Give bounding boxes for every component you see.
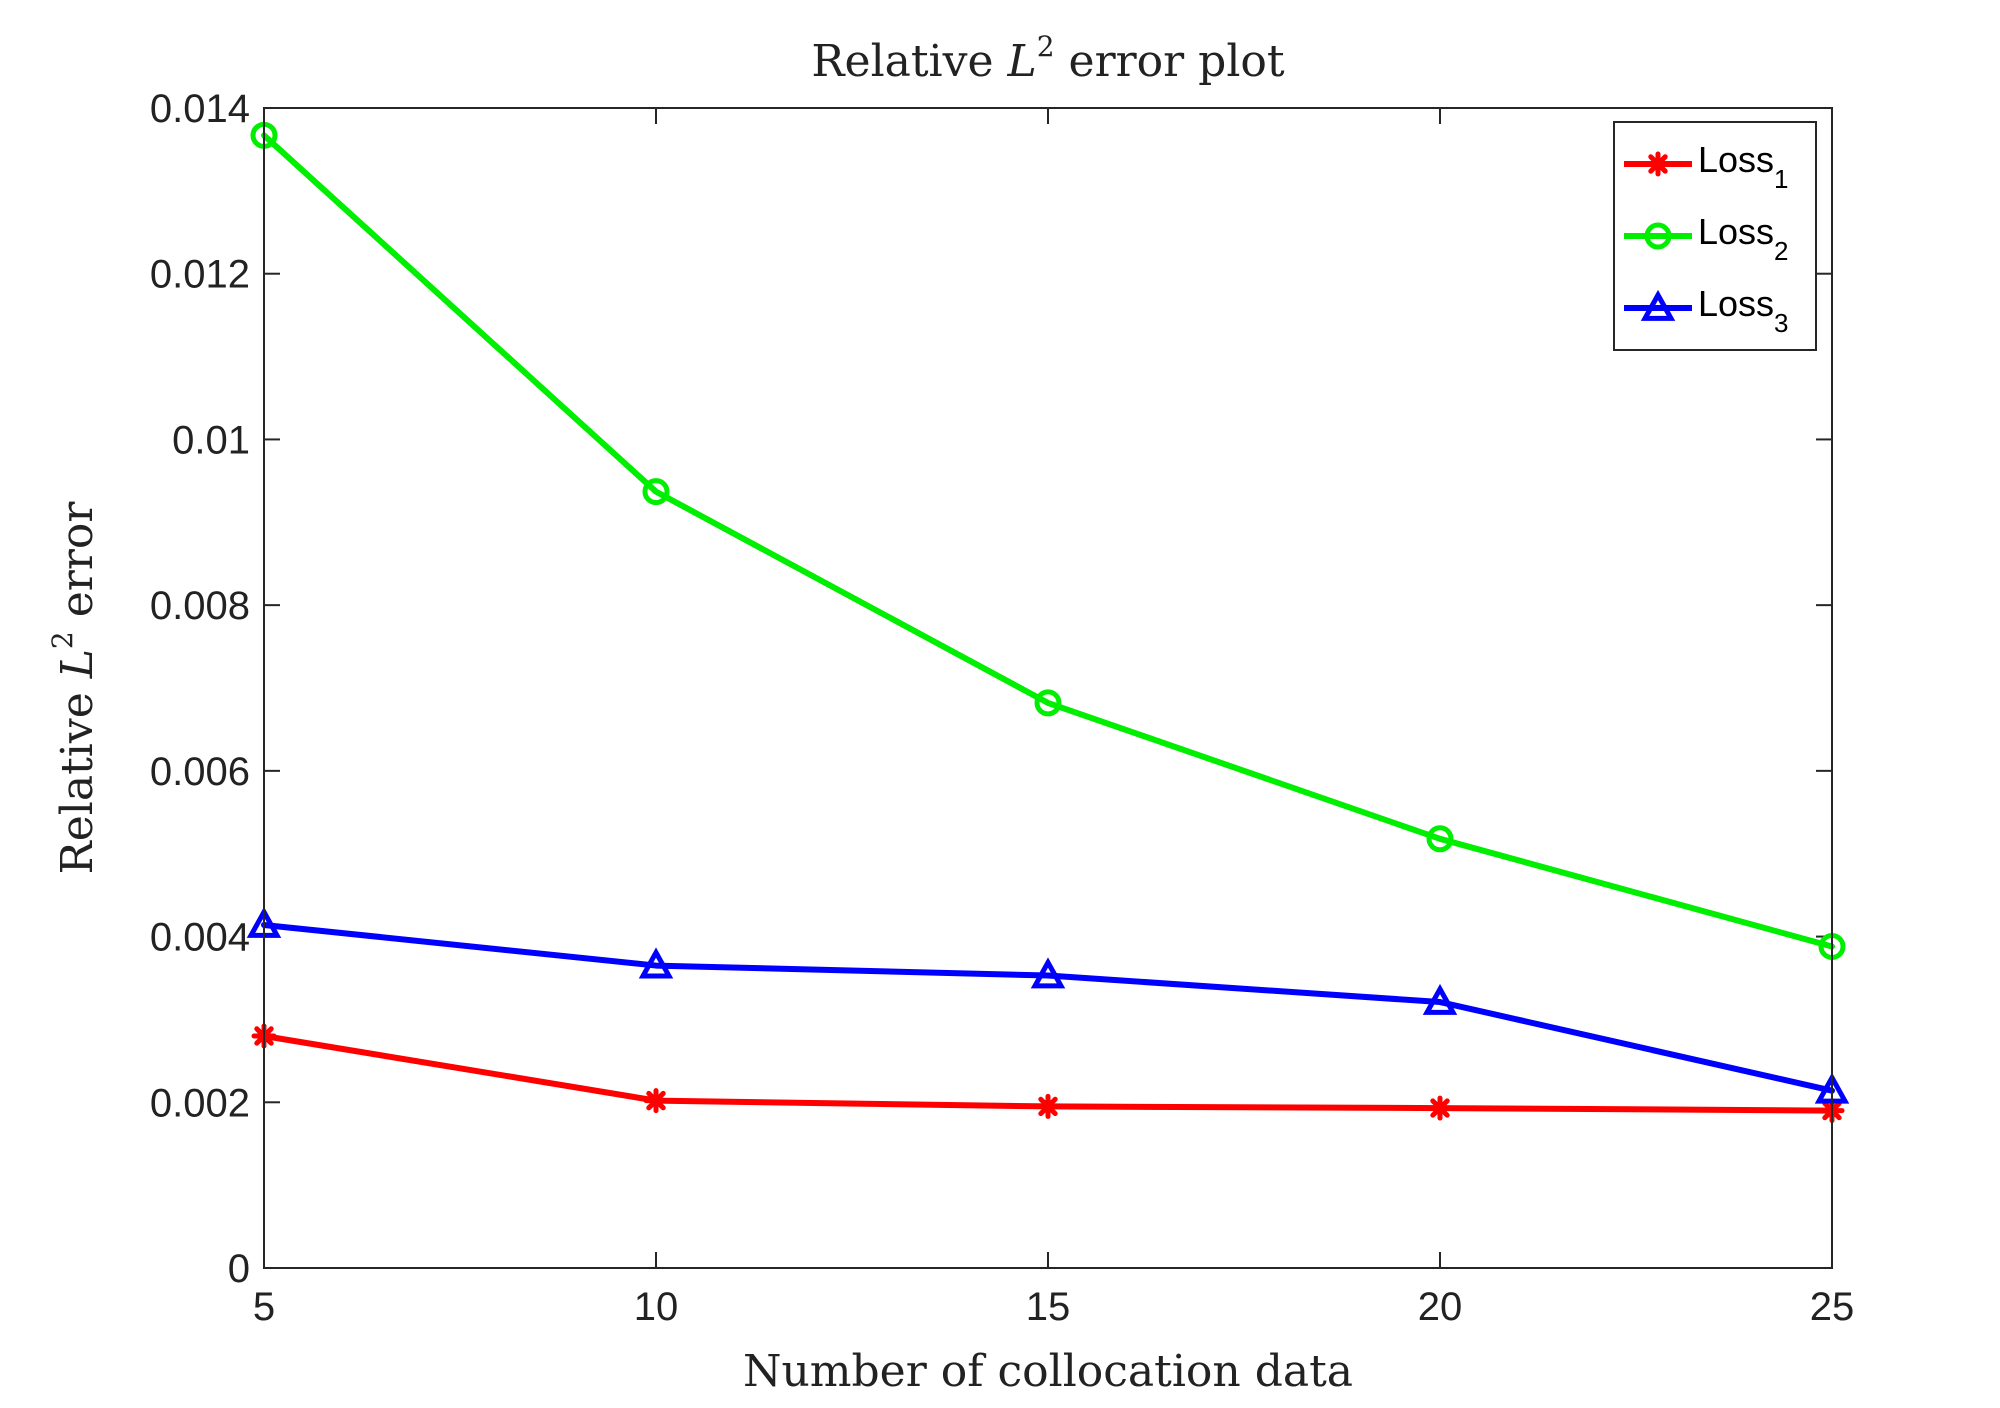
legend-entry-loss-3: Loss3 bbox=[1624, 283, 1789, 338]
series-line bbox=[261, 132, 1835, 950]
data-point-circle bbox=[1034, 689, 1062, 717]
y-tick-label: 0.01 bbox=[172, 418, 250, 462]
data-point-asterisk bbox=[643, 1088, 669, 1114]
series-loss-2 bbox=[250, 121, 1846, 961]
x-tick-label: 10 bbox=[634, 1285, 679, 1329]
data-point-asterisk bbox=[1427, 1095, 1453, 1121]
data-point-triangle bbox=[1640, 289, 1676, 321]
y-axis-label-suffix: error bbox=[52, 501, 103, 632]
data-point-triangle bbox=[638, 947, 674, 979]
legend-label: Loss2 bbox=[1698, 211, 1789, 266]
x-axis-label: Number of collocation data bbox=[743, 1346, 1353, 1397]
y-tick-label: 0.008 bbox=[150, 584, 250, 628]
legend-entry-loss-1: Loss1 bbox=[1624, 139, 1789, 194]
data-point-circle bbox=[1426, 825, 1454, 853]
legend-entry-loss-2: Loss2 bbox=[1624, 211, 1789, 266]
x-tick-label: 25 bbox=[1810, 1285, 1855, 1329]
x-tick-labels: 5 10 15 20 25 bbox=[253, 1285, 1854, 1329]
y-axis-label-superscript: 2 bbox=[46, 631, 79, 649]
y-tick-label: 0.004 bbox=[150, 916, 250, 960]
chart-title-variable: L bbox=[1007, 36, 1037, 87]
y-tick-label: 0.012 bbox=[150, 253, 250, 297]
y-tick-label: 0.014 bbox=[150, 87, 250, 131]
data-point-triangle bbox=[1030, 957, 1066, 989]
y-axis-label-prefix: Relative bbox=[52, 678, 103, 874]
data-point-circle bbox=[1644, 222, 1672, 250]
chart-title: Relative L2 error plot bbox=[811, 30, 1284, 87]
y-tick-label: 0 bbox=[228, 1247, 250, 1291]
series-layer bbox=[246, 121, 1850, 1124]
legend-label: Loss3 bbox=[1698, 283, 1789, 338]
y-tick-label: 0.002 bbox=[150, 1081, 250, 1125]
chart-title-suffix: error plot bbox=[1055, 36, 1285, 87]
data-point-asterisk bbox=[1645, 151, 1671, 177]
chart-title-prefix: Relative bbox=[811, 36, 1007, 87]
plot-area bbox=[264, 108, 1832, 1268]
y-tick-label: 0.006 bbox=[150, 750, 250, 794]
chart-title-superscript: 2 bbox=[1037, 30, 1055, 63]
data-point-circle bbox=[642, 478, 670, 506]
x-tick-label: 20 bbox=[1418, 1285, 1463, 1329]
data-point-asterisk bbox=[1035, 1093, 1061, 1119]
y-tick-labels: 0 0.002 0.004 0.006 0.008 0.01 0.012 0.014 bbox=[150, 87, 250, 1291]
series-loss-3 bbox=[246, 906, 1850, 1104]
legend-label: Loss1 bbox=[1698, 139, 1789, 194]
y-axis-label: Relative L2 error bbox=[46, 501, 103, 875]
series-line bbox=[261, 921, 1835, 1094]
legend: Loss1 Loss2 Loss3 bbox=[1613, 121, 1817, 351]
plot-frame bbox=[263, 107, 1833, 1269]
data-point-triangle bbox=[1422, 983, 1458, 1015]
x-tick-label: 5 bbox=[253, 1285, 275, 1329]
x-tick-label: 15 bbox=[1026, 1285, 1071, 1329]
y-axis-label-variable: L bbox=[52, 649, 103, 679]
